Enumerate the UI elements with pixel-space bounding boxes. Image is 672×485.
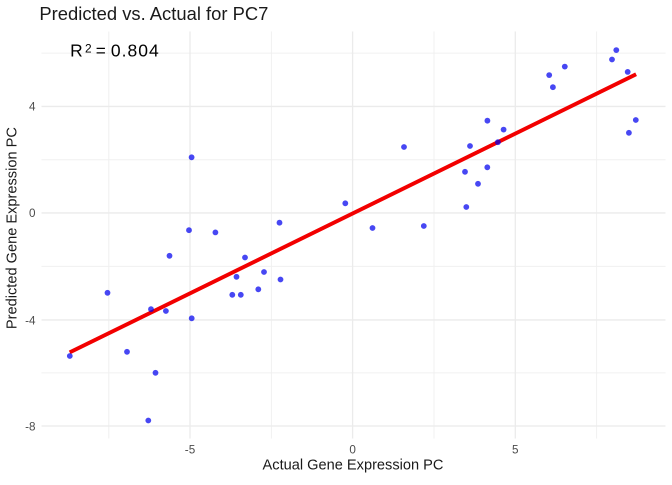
svg-text:-8: -8 — [25, 421, 35, 434]
svg-text:0: 0 — [349, 443, 356, 456]
svg-text:-5: -5 — [185, 443, 196, 456]
svg-text:5: 5 — [512, 443, 519, 456]
svg-text:4: 4 — [29, 101, 36, 114]
svg-text:=: = — [96, 40, 106, 60]
svg-text:-4: -4 — [25, 314, 36, 327]
svg-text:Predicted vs. Actual for PC7: Predicted vs. Actual for PC7 — [39, 3, 268, 24]
svg-text:2: 2 — [85, 41, 92, 55]
svg-text:R: R — [70, 40, 83, 60]
svg-text:Predicted Gene Expression PC: Predicted Gene Expression PC — [5, 127, 21, 329]
svg-text:0.804: 0.804 — [111, 41, 160, 61]
svg-text:Actual Gene Expression PC: Actual Gene Expression PC — [263, 458, 444, 474]
svg-text:0: 0 — [29, 207, 36, 220]
